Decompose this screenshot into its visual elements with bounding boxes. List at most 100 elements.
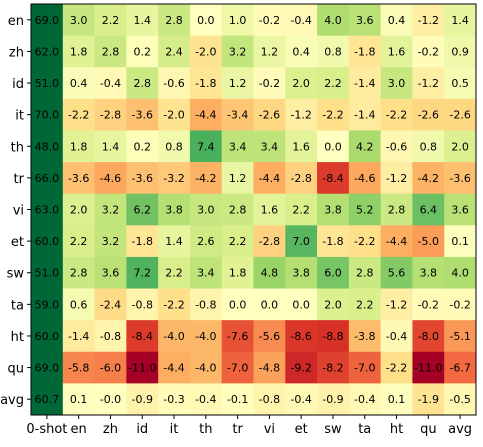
cell-value-ta-en: 0.6	[70, 298, 88, 311]
cell-value-avg-vi: -0.8	[259, 393, 280, 406]
heatmap-cell-tr-sw	[317, 162, 350, 195]
cell-value-en-avg: 1.4	[451, 14, 469, 27]
cell-value-en-id: 1.4	[134, 14, 152, 27]
cell-value-ht-avg: -5.1	[449, 330, 470, 343]
cell-value-qu-vi: -4.8	[259, 362, 280, 375]
heatmap-cell-ht-id	[126, 320, 159, 353]
cell-value-zh-ht: 1.6	[388, 45, 406, 58]
heatmap-cell-avg-ta	[348, 383, 382, 416]
cell-value-th-avg: 2.0	[451, 140, 469, 153]
heatmap-cell-qu-it	[158, 351, 191, 384]
cell-value-zh-id: 0.2	[134, 45, 152, 58]
heatmap-cell-sw-zh	[94, 256, 127, 290]
heatmap-cell-vi-ht	[380, 193, 413, 226]
heatmap-cell-et-zh	[94, 225, 127, 258]
cell-value-vi-zh: 3.2	[102, 204, 120, 217]
heatmap-cell-sw-th	[189, 256, 223, 290]
heatmap-cell-qu-ht	[380, 351, 413, 384]
cell-value-ta-sw: 2.0	[324, 298, 342, 311]
cell-value-id-id: 2.8	[134, 77, 152, 90]
cell-value-it-en: -2.2	[68, 109, 89, 122]
cell-value-en-ta: 3.6	[356, 14, 374, 27]
x-tick-label-tr: tr	[232, 422, 243, 437]
x-tick-label-th: th	[199, 422, 212, 437]
heatmap-cell-th-ta	[348, 130, 382, 163]
heatmap-cell-id-en	[62, 67, 96, 100]
heatmap-cell-zh-avg	[444, 35, 477, 68]
cell-value-vi-sw: 3.8	[324, 204, 342, 217]
heatmap-cell-avg-tr	[221, 383, 254, 416]
heatmap-cell-zh-th	[189, 35, 223, 68]
heatmap-cell-tr-0-shot	[31, 162, 64, 195]
y-axis-ticks: en zh id it th tr vi et sw ta ht qu avg	[0, 14, 31, 408]
cell-value-it-zh: -2.8	[100, 109, 121, 122]
heatmap-cell-it-zh	[94, 98, 127, 131]
cell-value-en-qu: -1.2	[418, 14, 439, 27]
cell-value-id-th: -1.8	[195, 77, 216, 90]
cell-value-et-it: 1.4	[165, 235, 183, 248]
cell-value-et-sw: -1.8	[322, 235, 343, 248]
heatmap-cell-ht-en	[62, 320, 96, 353]
cell-value-id-qu: -1.2	[418, 77, 439, 90]
heatmap-cell-tr-zh	[94, 162, 127, 195]
cell-value-et-qu: -5.0	[418, 235, 439, 248]
cell-value-avg-qu: -1.9	[418, 393, 439, 406]
y-tick-label-th: th	[11, 140, 24, 155]
cell-value-sw-et: 3.8	[292, 267, 310, 280]
cell-value-ht-0-shot: 60.0	[35, 330, 60, 343]
heatmap-cell-tr-et	[285, 162, 318, 195]
cell-value-id-tr: 1.2	[229, 77, 247, 90]
cell-value-ta-ta: 2.2	[356, 298, 374, 311]
heatmap-cell-ta-tr	[221, 288, 254, 321]
cell-value-et-vi: -2.8	[259, 235, 280, 248]
cell-value-sw-ht: 5.6	[388, 267, 406, 280]
cell-value-th-sw: 0.0	[324, 140, 342, 153]
heatmap-cell-ta-th	[189, 288, 223, 321]
heatmap-cell-ta-0-shot	[31, 288, 64, 321]
cell-value-tr-vi: -4.4	[259, 172, 280, 185]
cell-value-sw-th: 3.4	[197, 267, 215, 280]
cell-value-avg-it: -0.3	[163, 393, 184, 406]
heatmap-cell-qu-avg	[444, 351, 477, 384]
heatmap-cell-id-ta	[348, 67, 382, 100]
x-tick-label-ht: ht	[390, 422, 403, 437]
heatmap-cell-th-0-shot	[31, 130, 64, 163]
cell-value-ht-tr: -7.6	[227, 330, 248, 343]
cell-value-vi-th: 3.0	[197, 204, 215, 217]
cell-value-avg-sw: -0.9	[322, 393, 343, 406]
heatmap-cell-en-zh	[94, 4, 127, 37]
cell-value-zh-qu: -0.2	[418, 45, 439, 58]
cell-value-ta-zh: -2.4	[100, 298, 121, 311]
heatmap-cell-vi-zh	[94, 193, 127, 226]
x-tick-label-ta: ta	[358, 422, 371, 437]
heatmap-cell-ta-ht	[380, 288, 413, 321]
cell-value-it-id: -3.6	[132, 109, 153, 122]
heatmap-cell-zh-et	[285, 35, 318, 68]
cell-value-en-it: 2.8	[165, 14, 183, 27]
cell-value-et-tr: 2.2	[229, 235, 247, 248]
heatmap-cell-en-en	[62, 4, 96, 37]
cell-value-zh-it: 2.4	[165, 45, 183, 58]
heatmap-cell-vi-0-shot	[31, 193, 64, 226]
cell-value-th-en: 1.8	[70, 140, 88, 153]
heatmap-cell-zh-vi	[253, 35, 286, 68]
cell-value-sw-en: 2.8	[70, 267, 88, 280]
heatmap-cell-ht-vi	[253, 320, 286, 353]
heatmap-cell-sw-id	[126, 256, 159, 290]
cell-value-ht-ht: -0.4	[386, 330, 407, 343]
x-tick-label-0-shot: 0-shot	[26, 422, 67, 437]
y-tick-label-id: id	[12, 77, 24, 92]
cell-value-qu-zh: -6.0	[100, 362, 121, 375]
x-tick-label-id: id	[136, 422, 148, 437]
cell-value-qu-th: -4.0	[195, 362, 216, 375]
heatmap-cell-et-tr	[221, 225, 254, 258]
cell-value-th-zh: 1.4	[102, 140, 120, 153]
cell-value-vi-avg: 3.6	[451, 204, 469, 217]
cell-value-th-vi: 3.4	[261, 140, 279, 153]
cell-value-sw-it: 2.2	[165, 267, 183, 280]
cell-value-ta-avg: -0.2	[449, 298, 470, 311]
cell-value-tr-et: -2.8	[290, 172, 311, 185]
cell-value-et-zh: 3.2	[102, 235, 120, 248]
heatmap-cell-en-0-shot	[31, 4, 64, 37]
heatmap-cell-ht-ht	[380, 320, 413, 353]
